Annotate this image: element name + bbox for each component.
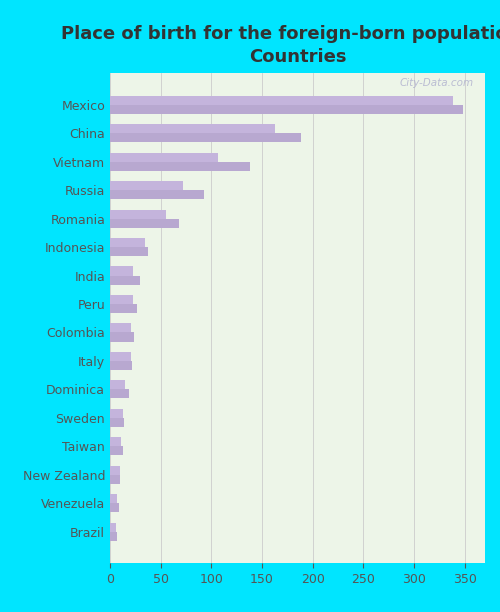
Title: Place of birth for the foreign-born population -
Countries: Place of birth for the foreign-born popu… bbox=[61, 24, 500, 66]
Bar bbox=[110, 352, 132, 361]
Bar bbox=[110, 523, 116, 532]
Bar bbox=[110, 190, 204, 200]
Bar bbox=[110, 105, 463, 114]
Bar bbox=[110, 475, 120, 484]
Bar bbox=[110, 361, 132, 370]
Bar bbox=[110, 218, 179, 228]
Bar bbox=[110, 304, 138, 313]
Bar bbox=[110, 162, 250, 171]
Bar bbox=[110, 133, 300, 143]
Bar bbox=[110, 437, 121, 446]
Bar bbox=[110, 295, 134, 304]
Bar bbox=[110, 418, 124, 427]
Bar bbox=[110, 124, 275, 133]
Bar bbox=[110, 409, 123, 418]
Bar bbox=[110, 446, 123, 455]
Bar bbox=[110, 332, 134, 341]
Bar bbox=[110, 532, 117, 541]
Bar bbox=[110, 181, 183, 190]
Bar bbox=[110, 494, 117, 503]
Bar bbox=[110, 275, 140, 285]
Bar bbox=[110, 323, 132, 332]
Bar bbox=[110, 152, 218, 162]
Bar bbox=[110, 266, 134, 275]
Bar bbox=[110, 503, 119, 512]
Bar bbox=[110, 209, 166, 218]
Bar bbox=[110, 95, 452, 105]
Bar bbox=[110, 380, 125, 389]
Bar bbox=[110, 247, 148, 256]
Text: City-Data.com: City-Data.com bbox=[400, 78, 474, 88]
Bar bbox=[110, 389, 130, 398]
Bar bbox=[110, 238, 146, 247]
Bar bbox=[110, 466, 120, 475]
